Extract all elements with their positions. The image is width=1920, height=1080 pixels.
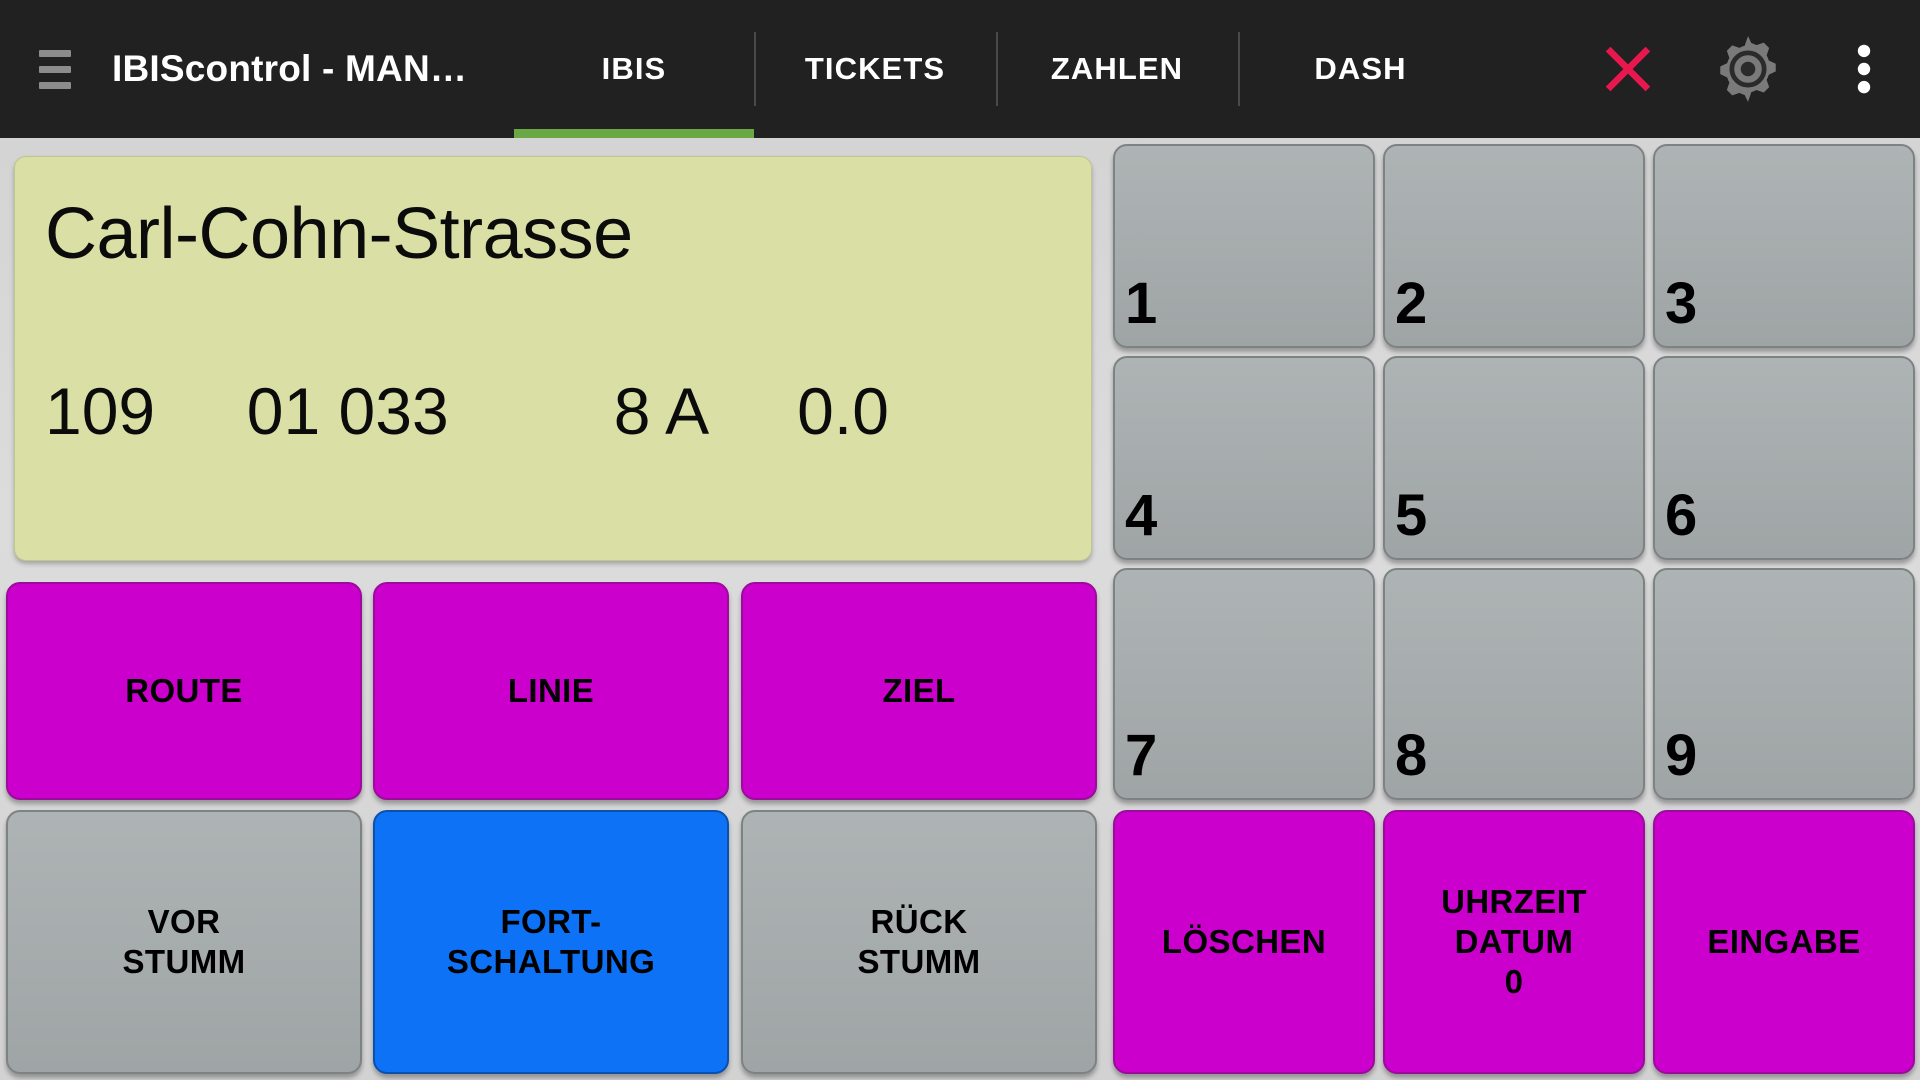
key-9[interactable]: 9: [1653, 568, 1915, 800]
button-label: 5: [1395, 483, 1428, 549]
button-label: 9: [1665, 723, 1698, 789]
page-title: IBIScontrol - MAN…: [112, 48, 468, 89]
button-label: ROUTE: [125, 671, 243, 709]
button-label: 6: [1665, 483, 1698, 549]
button-label: LINIE: [507, 671, 595, 709]
button-label: 3: [1665, 271, 1698, 337]
button-label: 2: [1395, 271, 1428, 337]
key-2[interactable]: 2: [1383, 144, 1645, 348]
button-label: 7: [1125, 723, 1158, 789]
key-8[interactable]: 8: [1383, 568, 1645, 800]
gear-icon[interactable]: [1688, 0, 1808, 138]
main-panel: Carl-Cohn-Strasse 109 01 033 8 A 0.0 ROU…: [0, 138, 1920, 1080]
tab-ibis[interactable]: IBIS: [514, 0, 754, 138]
ibis-display[interactable]: Carl-Cohn-Strasse 109 01 033 8 A 0.0: [14, 156, 1092, 561]
key-1[interactable]: 1: [1113, 144, 1375, 348]
key-4[interactable]: 4: [1113, 356, 1375, 560]
hamburger-icon[interactable]: [0, 0, 96, 138]
tab-label: ZAHLEN: [1050, 51, 1184, 86]
ziel-button[interactable]: ZIEL: [741, 582, 1097, 800]
hamburger-bar: [39, 81, 71, 89]
close-x-icon[interactable]: [1568, 0, 1688, 138]
button-label: VOR STUMM: [122, 902, 246, 980]
tab-label: TICKETS: [804, 51, 946, 86]
key-7[interactable]: 7: [1113, 568, 1375, 800]
tab-label: DASH: [1314, 51, 1407, 86]
tab-zahlen[interactable]: ZAHLEN: [996, 0, 1238, 138]
app-bar: IBIScontrol - MAN… IBIS TICKETS ZAHLEN D…: [0, 0, 1920, 138]
key-5[interactable]: 5: [1383, 356, 1645, 560]
loeschen-button[interactable]: LÖSCHEN: [1113, 810, 1375, 1074]
hamburger-bar: [39, 65, 71, 73]
tab-label: IBIS: [601, 51, 667, 86]
button-label: 8: [1395, 723, 1428, 789]
more-vert-icon[interactable]: [1808, 0, 1920, 138]
uhrzeit-datum-button[interactable]: UHRZEIT DATUM 0: [1383, 810, 1645, 1074]
display-status-line: 109 01 033 8 A 0.0: [45, 374, 889, 448]
app-bar-actions: [1568, 0, 1920, 138]
button-label: EINGABE: [1707, 922, 1861, 960]
vor-stumm-button[interactable]: VOR STUMM: [6, 810, 362, 1074]
tab-tickets[interactable]: TICKETS: [754, 0, 996, 138]
display-stop-name: Carl-Cohn-Strasse: [45, 194, 633, 274]
button-label: 4: [1125, 483, 1158, 549]
button-label: 1: [1125, 271, 1158, 337]
route-button[interactable]: ROUTE: [6, 582, 362, 800]
hamburger-bar: [39, 49, 71, 57]
key-6[interactable]: 6: [1653, 356, 1915, 560]
eingabe-button[interactable]: EINGABE: [1653, 810, 1915, 1074]
tab-dash[interactable]: DASH: [1238, 0, 1483, 138]
button-label: UHRZEIT DATUM 0: [1441, 882, 1587, 1001]
button-label: ZIEL: [882, 671, 956, 709]
button-label: FORT- SCHALTUNG: [446, 902, 656, 980]
key-3[interactable]: 3: [1653, 144, 1915, 348]
fortschaltung-button[interactable]: FORT- SCHALTUNG: [373, 810, 729, 1074]
linie-button[interactable]: LINIE: [373, 582, 729, 800]
rueck-stumm-button[interactable]: RÜCK STUMM: [741, 810, 1097, 1074]
button-label: RÜCK STUMM: [857, 902, 981, 980]
button-label: LÖSCHEN: [1161, 922, 1327, 960]
